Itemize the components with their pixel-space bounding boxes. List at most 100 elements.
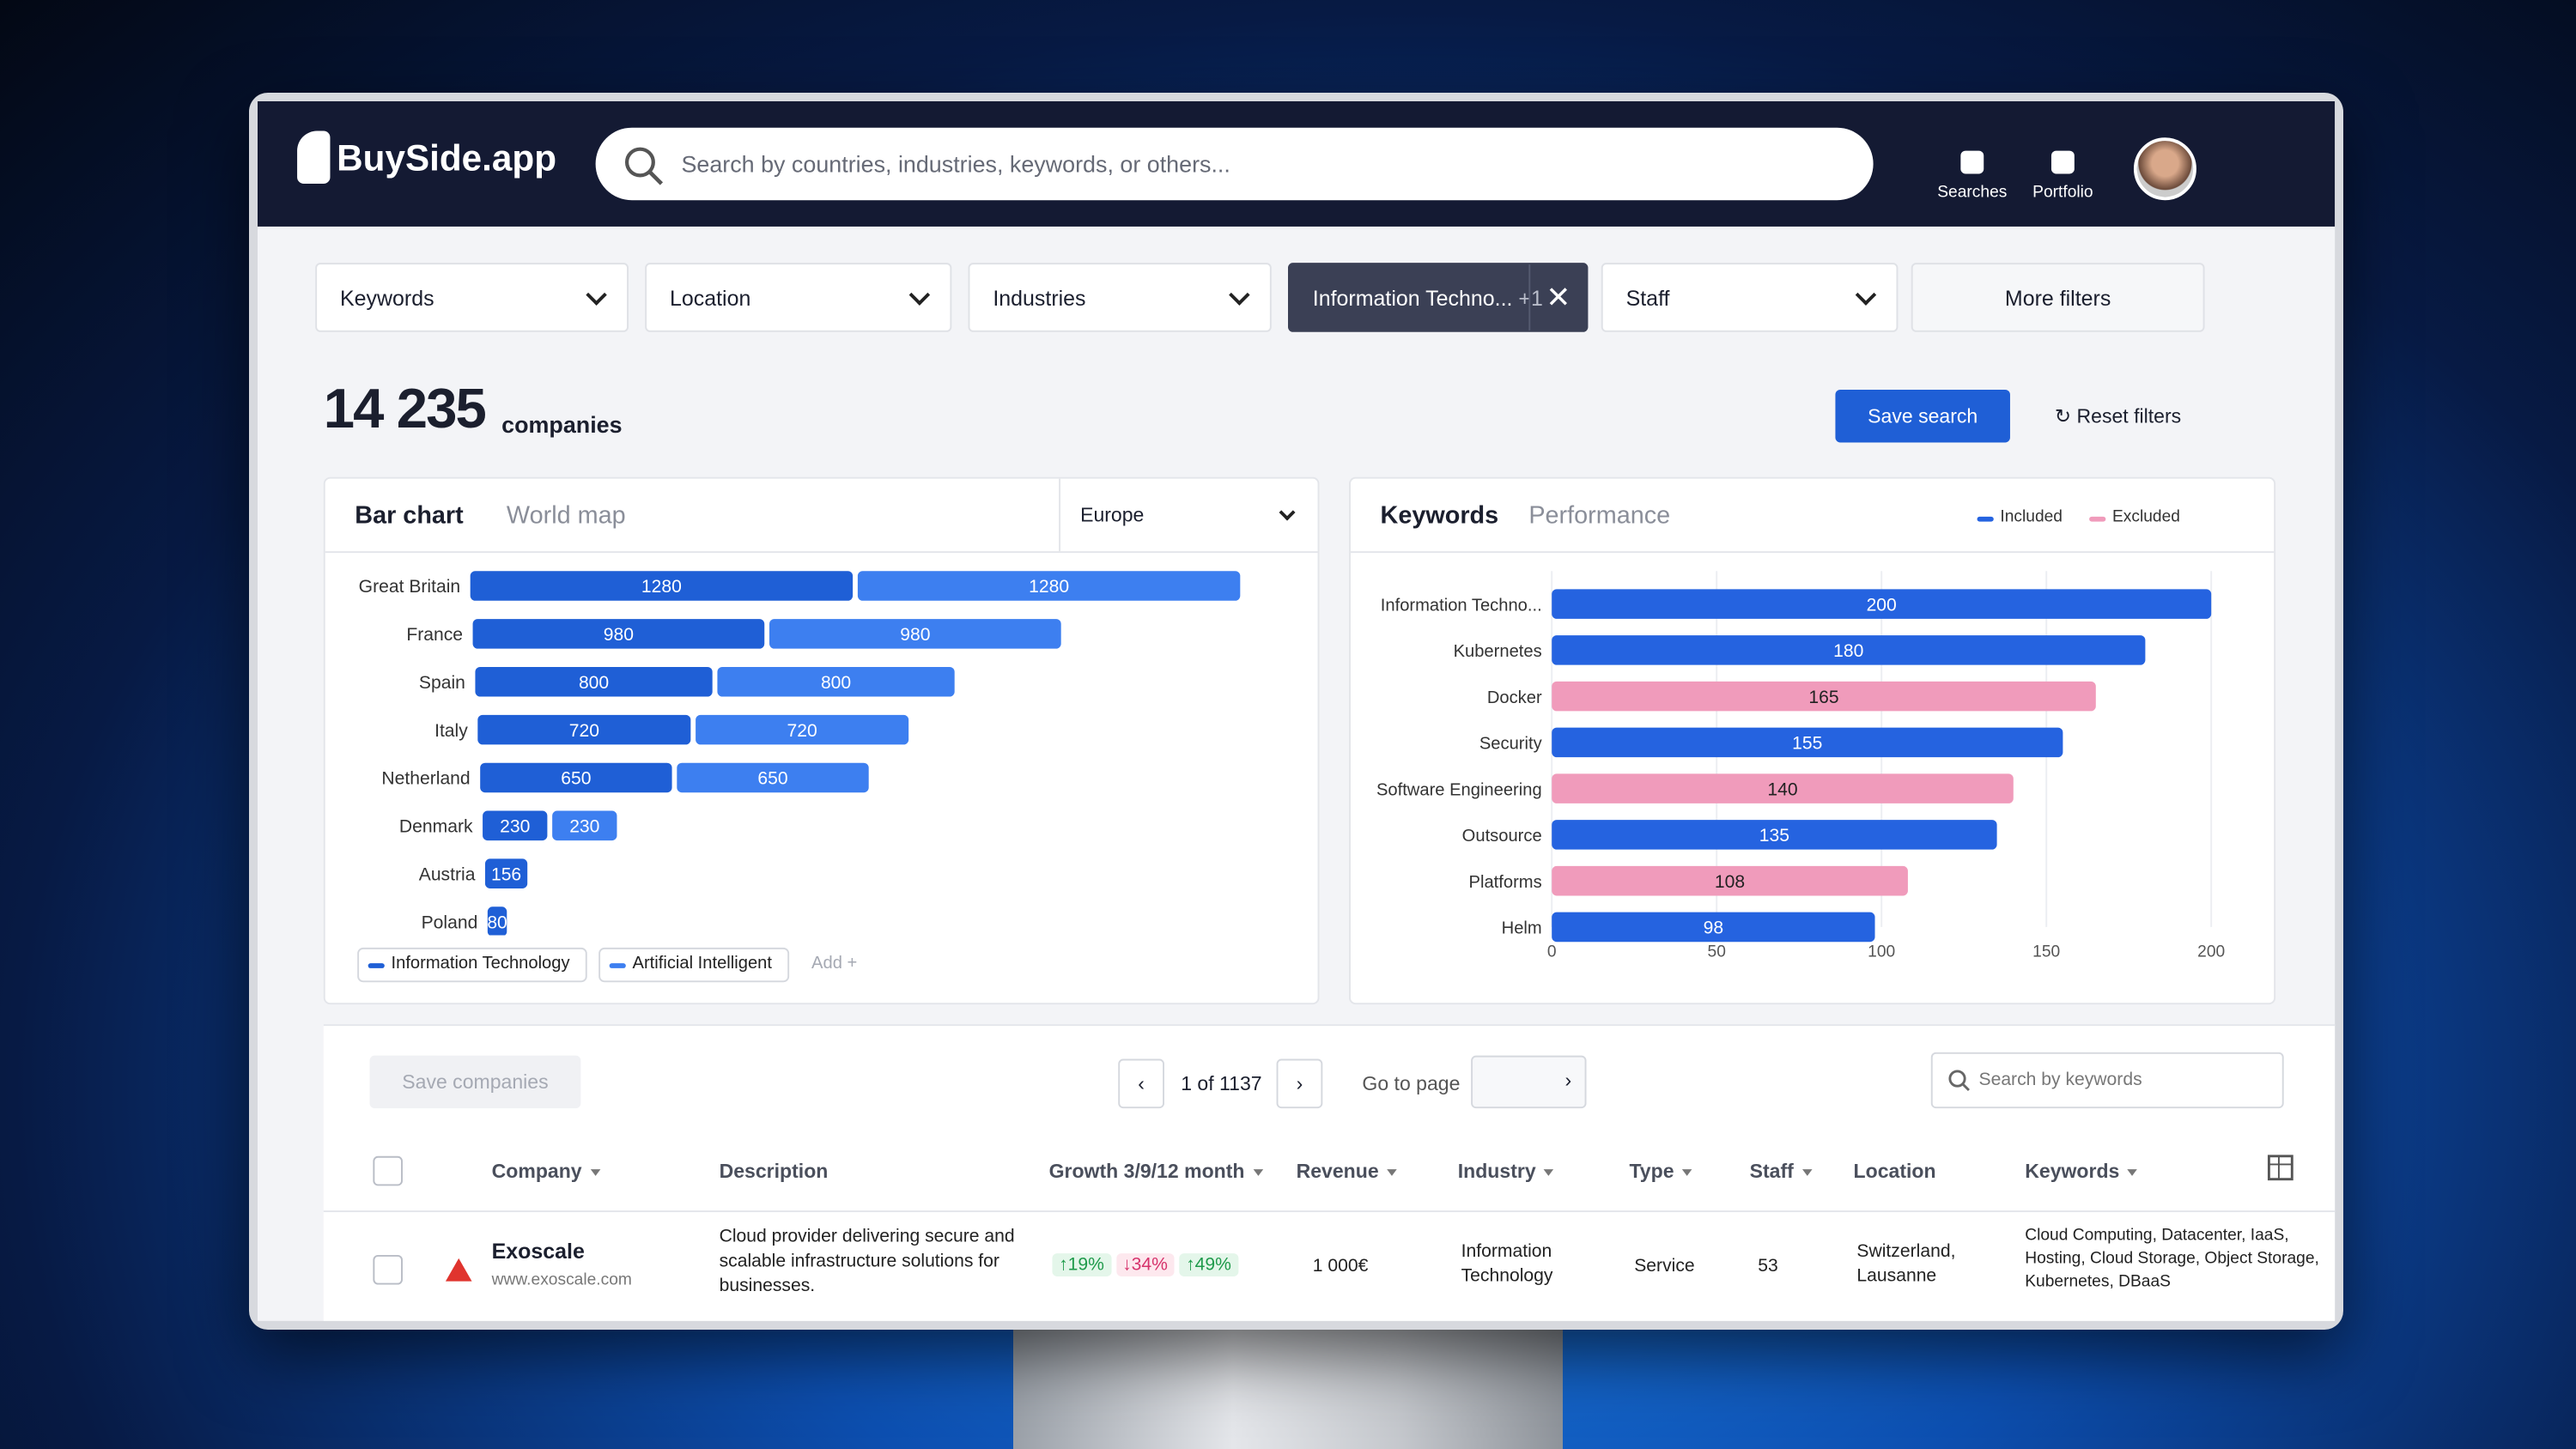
active-filter[interactable]: Information Techno... +1 ✕ [1288, 263, 1589, 332]
growth-up: ↑19% [1052, 1253, 1111, 1276]
region-label: Europe [1080, 503, 1145, 527]
page-indicator: 1 of 1137 [1181, 1071, 1262, 1095]
logo[interactable]: BuySide.app [337, 137, 556, 179]
bar-label: 180 [1833, 641, 1863, 661]
more-filters[interactable]: More filters [1911, 263, 2205, 332]
keyword-search-placeholder: Search by keywords [1978, 1070, 2142, 1090]
column-header[interactable]: Company [492, 1160, 600, 1183]
category-label: Netherland [381, 769, 470, 789]
search-bar[interactable]: Search by countries, industries, keyword… [595, 127, 1874, 201]
growth-value: 19% [1067, 1255, 1104, 1276]
bar-chart: Great Britain 1280 1280 France 980 980 Spain 80… [357, 571, 1241, 983]
page-input[interactable]: › [1471, 1055, 1587, 1109]
save-search-button[interactable]: Save search [1835, 390, 2010, 443]
bar [472, 619, 765, 649]
category-label: Austria [419, 864, 476, 884]
add-series[interactable]: Add + [811, 954, 857, 973]
region-dropdown[interactable]: Europe [1059, 478, 1316, 552]
description: Cloud provider delivering secure and sca… [719, 1227, 1015, 1296]
legend-item[interactable]: Artificial Intelligent [598, 947, 790, 983]
bar [480, 762, 672, 793]
bar-label: 165 [1808, 688, 1838, 707]
tab[interactable]: Performance [1528, 501, 1671, 530]
keywords: Cloud Computing, Datacenter, IaaS, Hosti… [2025, 1227, 2319, 1292]
legend-label: Information Technology [392, 954, 571, 973]
divider [1350, 551, 2275, 554]
tab[interactable]: World map [506, 501, 626, 530]
bar-label: 650 [757, 769, 787, 789]
bar-label: 800 [579, 673, 609, 693]
avatar[interactable] [2133, 137, 2196, 201]
x-tick-label: 50 [1708, 943, 1726, 961]
row-checkbox[interactable] [373, 1255, 403, 1285]
filter-label: Industries [993, 286, 1086, 311]
bar-label: 108 [1715, 872, 1745, 892]
filter-label: Staff [1625, 286, 1670, 311]
filter-extra: +1 [1518, 286, 1543, 311]
column-header[interactable]: Keywords [2025, 1160, 2137, 1183]
bar [1552, 773, 2014, 803]
bar-label: 800 [821, 673, 851, 693]
bar-label: 80 [487, 912, 507, 932]
column-header[interactable]: Type [1629, 1160, 1692, 1183]
location: Switzerland, Lausanne [1856, 1241, 1956, 1287]
header: BuySide.app Search by countries, industr… [258, 101, 2336, 227]
filter-dropdown[interactable]: Staff [1601, 263, 1899, 332]
company-name[interactable]: Exoscale [491, 1238, 585, 1264]
bars: Great Britain 1280 1280 France 980 980 Spain 80… [359, 571, 1241, 936]
x-tick-label: 100 [1868, 943, 1895, 961]
growth-value: 49% [1194, 1255, 1231, 1276]
app-screen: BuySide.app Search by countries, industr… [258, 101, 2336, 1321]
category-label: Spain [419, 673, 465, 693]
bar-label: 230 [500, 817, 530, 837]
filter-dropdown[interactable]: Keywords [315, 263, 629, 332]
prev-page[interactable]: ‹ [1118, 1058, 1164, 1109]
next-page[interactable]: › [1276, 1058, 1323, 1109]
filter-label: Information Techno... [1312, 286, 1513, 311]
column-header[interactable]: Revenue [1297, 1160, 1397, 1183]
nav-searches[interactable]: Searches [1923, 150, 2021, 202]
bar-chart-panel: Bar chart World map Europe Great Britain… [323, 476, 1320, 1005]
company-url[interactable]: www.exoscale.com [491, 1271, 632, 1290]
column-header[interactable]: Growth 3/9/12 month [1049, 1160, 1263, 1183]
legend-item[interactable]: Information Technology [357, 947, 587, 983]
bar-label: 980 [604, 625, 634, 645]
bar [857, 571, 1241, 601]
monitor-stand [1013, 1322, 1563, 1449]
bar-label: 650 [561, 769, 591, 789]
bar [1552, 589, 2212, 619]
bar-label: 980 [900, 625, 930, 645]
filter-dropdown[interactable]: Industries [968, 263, 1272, 332]
legend-swatch [368, 963, 385, 968]
bar-label: 200 [1867, 595, 1897, 615]
reset-label: Reset filters [2076, 404, 2182, 428]
legend-box [598, 947, 790, 983]
tab[interactable]: Keywords [1380, 501, 1499, 530]
keywords-chart: Included Excluded 0 50 100 150 200 Information … [1376, 508, 2225, 961]
search-icon [624, 147, 664, 185]
monitor: BuySide.app Search by countries, industr… [249, 93, 2343, 1330]
keyword-search[interactable]: Search by keywords [1930, 1052, 2284, 1109]
category-label: Software Engineering [1376, 780, 1542, 799]
bar-label: 140 [1767, 779, 1797, 799]
bar [1552, 681, 2096, 712]
x-tick-label: 0 [1547, 943, 1557, 961]
filter-dropdown[interactable]: Location [645, 263, 952, 332]
bar [696, 714, 909, 745]
growth-value: 34% [1131, 1255, 1168, 1276]
tab[interactable]: Bar chart [355, 501, 464, 530]
reset-filters[interactable]: ↻ Reset filters [2054, 404, 2182, 428]
column-header[interactable]: Industry [1458, 1160, 1554, 1183]
bar [1552, 865, 1908, 896]
category-label: Information Techno... [1381, 596, 1542, 615]
legend-swatch [2089, 516, 2106, 522]
column-header[interactable]: Staff [1750, 1160, 1812, 1183]
clear-filter[interactable]: ✕ [1528, 264, 1586, 330]
columns-icon[interactable] [2266, 1153, 2296, 1183]
save-companies-button[interactable]: Save companies [369, 1055, 581, 1109]
nav-portfolio[interactable]: Portfolio [2014, 150, 2112, 202]
select-all-checkbox[interactable] [373, 1155, 403, 1186]
table-row[interactable]: Exoscale www.exoscale.com Cloud provider… [323, 1210, 2336, 1321]
count-unit: companies [501, 410, 623, 438]
